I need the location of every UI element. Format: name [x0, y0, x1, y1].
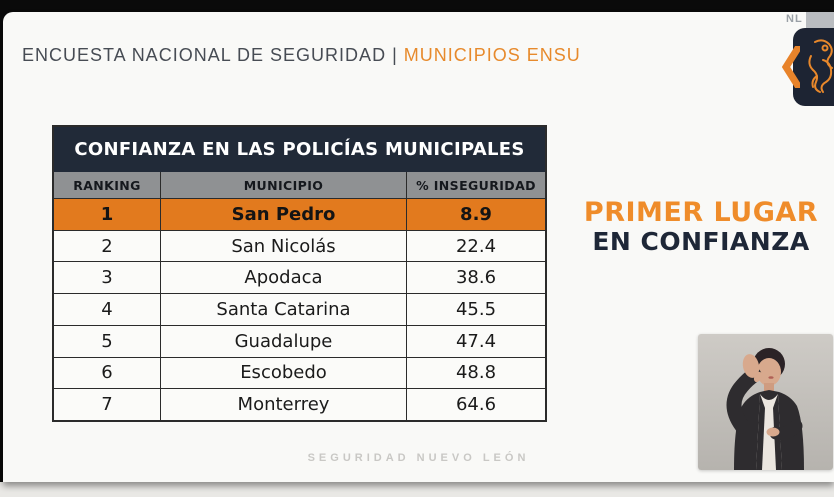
value-cell: 8.9 — [460, 203, 492, 225]
value-cell: 45.5 — [455, 299, 497, 321]
municipality-cell: Guadalupe — [161, 325, 407, 357]
header-cell-inseguridad: % INSEGURIDAD — [416, 177, 536, 193]
badge-chevron-icon — [782, 46, 800, 88]
table-row: 7 Monterrey 64.6 — [54, 388, 545, 421]
municipality-cell: Monterrey — [161, 389, 407, 421]
callout-line2: EN CONFIANZA — [592, 227, 810, 256]
callout-line1: PRIMER LUGAR — [583, 197, 819, 228]
rank-cell: 5 — [54, 325, 161, 357]
municipality-cell: Apodaca — [161, 262, 407, 294]
municipality-cell: Escobedo — [161, 357, 407, 389]
rank-cell: 6 — [54, 357, 161, 389]
value-cell: 38.6 — [455, 267, 497, 289]
interpreter-figure — [698, 334, 833, 470]
ranking-table: CONFIANZA EN LAS POLICÍAS MUNICIPALES RA… — [52, 125, 547, 422]
value-cell: 64.6 — [455, 394, 497, 416]
state-abbreviation-label: NL — [786, 13, 803, 25]
badge-backdrop — [806, 12, 834, 30]
table-row: 6 Escobedo 48.8 — [54, 356, 545, 389]
page-title-separator: | — [392, 45, 398, 65]
municipality-cell: San Nicolás — [161, 230, 407, 262]
state-badge — [782, 28, 834, 106]
municipality-cell: Santa Catarina — [161, 294, 407, 325]
open-palm-hand — [742, 354, 760, 378]
raised-arm — [726, 367, 762, 434]
rank-cell: 2 — [54, 230, 161, 262]
table-row: 5 Guadalupe 47.4 — [54, 324, 545, 357]
lion-emblem-icon — [808, 39, 833, 93]
table-row: 1 San Pedro 8.9 — [54, 199, 545, 230]
page-title-accent: MUNICIPIOS ENSU — [403, 45, 581, 65]
value-cell: 22.4 — [455, 235, 497, 257]
table-body: 1 San Pedro 8.9 2 San Nicolás 22.4 3 Apodaca 38.… — [54, 199, 545, 421]
slide-card: ENCUESTA NACIONAL DE SEGURIDAD | MUNICIPIO… — [3, 12, 834, 482]
table-title: CONFIANZA EN LAS POLICÍAS MUNICIPALES — [54, 127, 545, 172]
rank-cell: 7 — [54, 389, 161, 421]
value-cell: 48.8 — [455, 362, 497, 384]
bottom-strip — [0, 482, 834, 497]
rank-cell: 4 — [54, 294, 161, 325]
rank-cell: 1 — [54, 199, 161, 230]
page-title-main: ENCUESTA NACIONAL DE SEGURIDAD — [22, 45, 387, 65]
table-row: 4 Santa Catarina 45.5 — [54, 293, 545, 325]
table-row: 2 San Nicolás 22.4 — [54, 229, 545, 262]
sign-language-interpreter-video — [698, 334, 833, 470]
callout: PRIMER LUGAR EN CONFIANZA — [573, 198, 829, 256]
value-cell: 47.4 — [455, 330, 497, 352]
page-title: ENCUESTA NACIONAL DE SEGURIDAD | MUNICIPIO… — [22, 45, 581, 66]
municipality-cell: San Pedro — [161, 199, 407, 230]
watermark: SEGURIDAD NUEVO LEÓN — [307, 452, 530, 464]
header-cell-ranking: RANKING — [54, 172, 161, 198]
table-row: 3 Apodaca 38.6 — [54, 261, 545, 294]
table-header-row: RANKING MUNICIPIO % INSEGURIDAD — [54, 172, 545, 199]
rank-cell: 3 — [54, 262, 161, 294]
header-cell-municipio: MUNICIPIO — [161, 172, 407, 198]
